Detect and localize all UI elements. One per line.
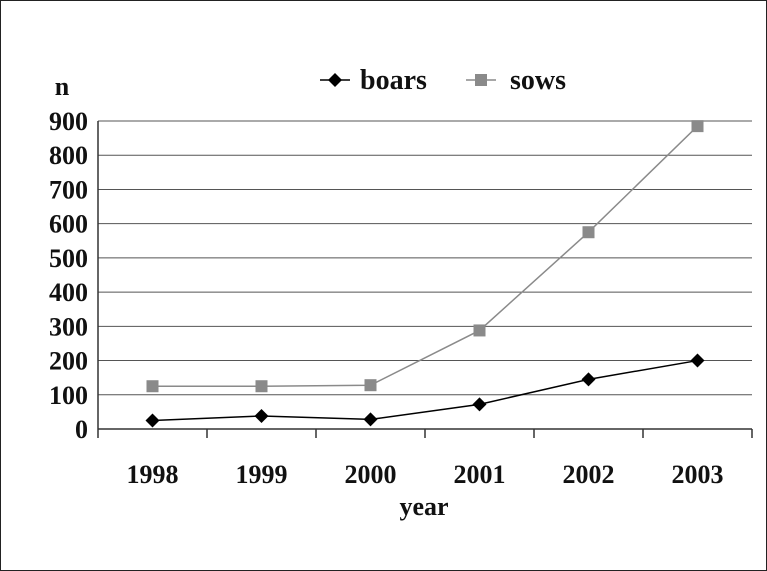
legend-label-sows: sows	[510, 65, 566, 96]
point-boars-1999	[254, 408, 269, 423]
point-sows-2000	[364, 379, 377, 392]
x-tick-label-2002: 2002	[563, 460, 615, 489]
point-sows-2001	[473, 324, 486, 337]
point-boars-2001	[472, 397, 487, 412]
y-tick-label-100: 100	[49, 381, 88, 410]
point-boars-2003	[690, 353, 705, 368]
point-sows-2002	[582, 226, 595, 239]
y-tick-label-400: 400	[49, 278, 88, 307]
series-line-sows	[152, 125, 699, 387]
x-tick-label-2003: 2003	[672, 460, 724, 489]
y-tick-labels: 0 100 200 300 400 500 600 700 800 900	[49, 107, 88, 444]
y-tick-label-0: 0	[75, 415, 88, 444]
legend-marker-boars	[328, 73, 342, 87]
gridlines	[98, 120, 752, 396]
legend: boars sows	[320, 65, 566, 96]
axes	[97, 121, 753, 438]
point-boars-2002	[581, 372, 596, 387]
x-axis-title: year	[399, 492, 448, 521]
y-tick-label-600: 600	[49, 210, 88, 239]
y-tick-label-900: 900	[49, 107, 88, 136]
y-tick-label-700: 700	[49, 175, 88, 204]
x-tick-label-1999: 1999	[236, 460, 288, 489]
y-tick-label-800: 800	[49, 141, 88, 170]
x-tick-label-2001: 2001	[454, 460, 506, 489]
point-boars-1998	[145, 413, 160, 428]
legend-label-boars: boars	[360, 65, 427, 96]
point-boars-2000	[363, 412, 378, 427]
series-lines	[152, 125, 699, 422]
series-line-boars	[152, 359, 698, 422]
point-sows-1999	[255, 380, 268, 393]
x-tick-label-2000: 2000	[345, 460, 397, 489]
y-axis-title: n	[55, 72, 70, 101]
x-tick-label-1998: 1998	[127, 460, 179, 489]
series-markers	[145, 120, 705, 428]
y-tick-label-300: 300	[49, 312, 88, 341]
point-sows-1998	[146, 380, 159, 393]
point-sows-2003	[691, 120, 704, 133]
x-tick-labels: 1998 1999 2000 2001 2002 2003	[127, 460, 724, 489]
legend-marker-sows	[475, 74, 487, 86]
y-tick-label-200: 200	[49, 347, 88, 376]
y-tick-label-500: 500	[49, 244, 88, 273]
